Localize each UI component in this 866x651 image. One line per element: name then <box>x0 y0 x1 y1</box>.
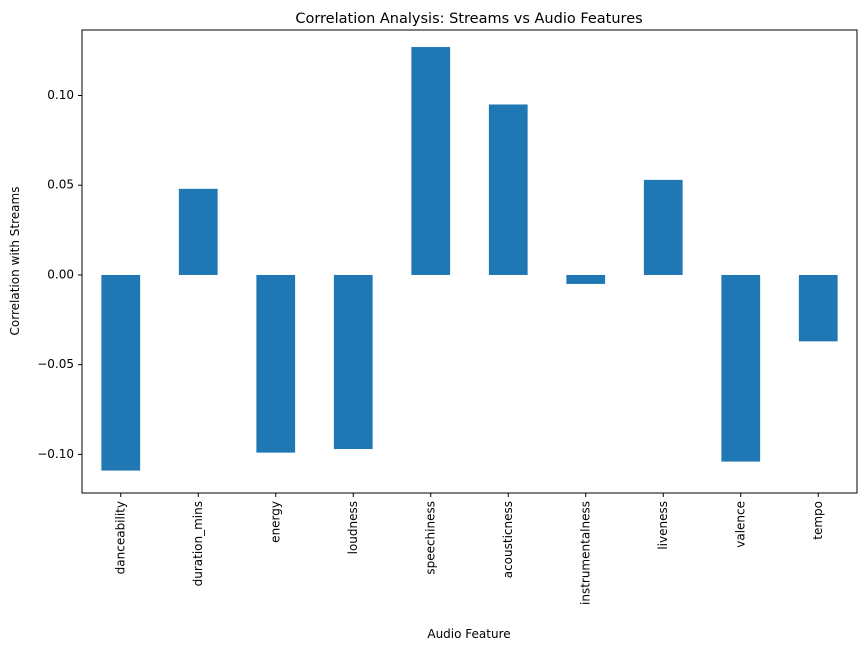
bar-loudness <box>333 274 373 450</box>
bar-danceability <box>101 274 141 471</box>
x-tick-label: duration_mins <box>191 501 205 586</box>
x-tick-label: danceability <box>113 501 127 574</box>
bar-energy <box>256 274 296 453</box>
y-tick-label: −0.05 <box>37 357 74 371</box>
x-tick-label: loudness <box>346 501 360 554</box>
bar-valence <box>721 274 761 462</box>
bar-liveness <box>643 179 683 275</box>
y-axis: −0.10 −0.05 0.00 0.05 0.10 <box>37 88 82 461</box>
y-tick-label: 0.10 <box>47 88 74 102</box>
x-tick-label: energy <box>268 501 282 543</box>
bar-speechiness <box>411 47 451 275</box>
plot-frame <box>81 29 858 494</box>
chart-title: Correlation Analysis: Streams vs Audio F… <box>295 11 642 27</box>
bar-instrumentalness <box>566 274 606 284</box>
y-tick-label: −0.10 <box>37 447 74 461</box>
x-axis-title: Audio Feature <box>427 627 510 641</box>
x-axis: danceability duration_mins energy loudness s… <box>113 493 825 605</box>
x-tick-label: acousticness <box>501 501 515 578</box>
y-tick-label: 0.05 <box>47 178 74 192</box>
y-axis-title: Correlation with Streams <box>8 187 22 336</box>
bar-duration_mins <box>178 188 218 275</box>
y-tick-label: 0.00 <box>47 267 74 281</box>
x-tick-label: speechiness <box>423 501 437 575</box>
bars-group <box>101 47 838 471</box>
x-tick-label: tempo <box>811 501 825 540</box>
bar-tempo <box>798 274 838 342</box>
x-tick-label: valence <box>733 501 747 548</box>
bar-acousticness <box>488 104 528 275</box>
x-tick-label: instrumentalness <box>578 501 592 605</box>
x-tick-label: liveness <box>656 501 670 550</box>
